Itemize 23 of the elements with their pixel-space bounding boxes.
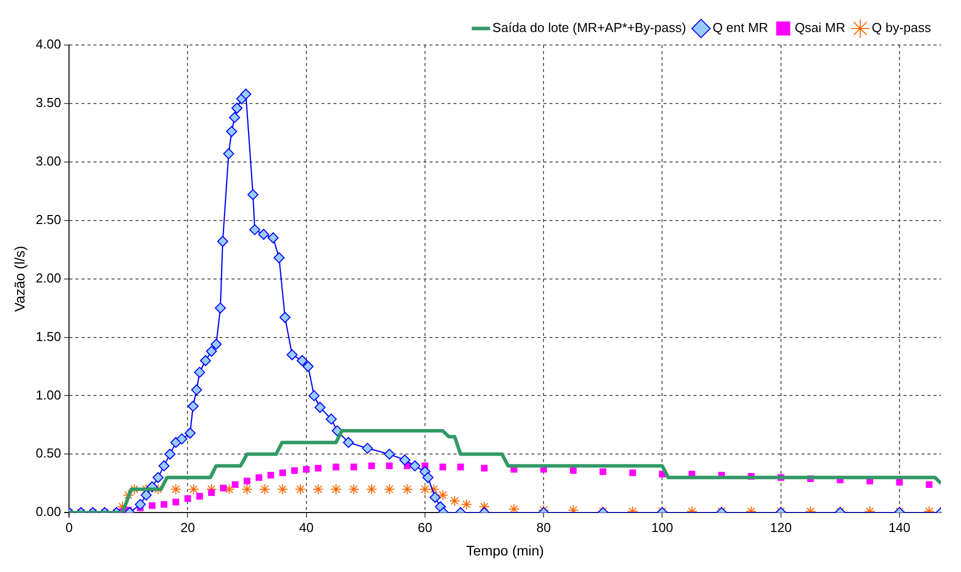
x-tick-label: 40 [299,520,314,535]
legend-label: Q ent MR [712,20,768,36]
x-tick-label: 140 [888,520,910,535]
legend-label: Qsai MR [794,20,846,36]
x-tick-label: 0 [65,520,73,535]
legend-label: Q by-pass [872,20,932,36]
x-tick-label: 20 [180,520,195,535]
y-axis-title: Vazão (l/s) [11,246,28,312]
y-tick-label: 3.00 [36,153,62,168]
y-tick-label: 0.50 [36,446,62,461]
x-tick-label: 60 [418,520,432,535]
legend-label: Saída do lote (MR+AP*+By-pass) [492,20,686,36]
y-tick-label: 2.00 [36,270,62,286]
y-tick-label: 3.50 [36,95,62,110]
x-tick-label: 80 [536,520,551,535]
y-tick-label: 2.50 [36,212,62,227]
y-tick-label: 1.50 [36,328,62,344]
y-tick-label: 4.00 [36,36,62,52]
x-axis-title: Tempo (min) [466,542,544,558]
x-tick-label: 100 [651,520,674,535]
x-tick-label: 120 [770,520,792,535]
y-tick-label: 1.00 [36,387,62,402]
y-tick-label: 0.00 [36,504,62,520]
